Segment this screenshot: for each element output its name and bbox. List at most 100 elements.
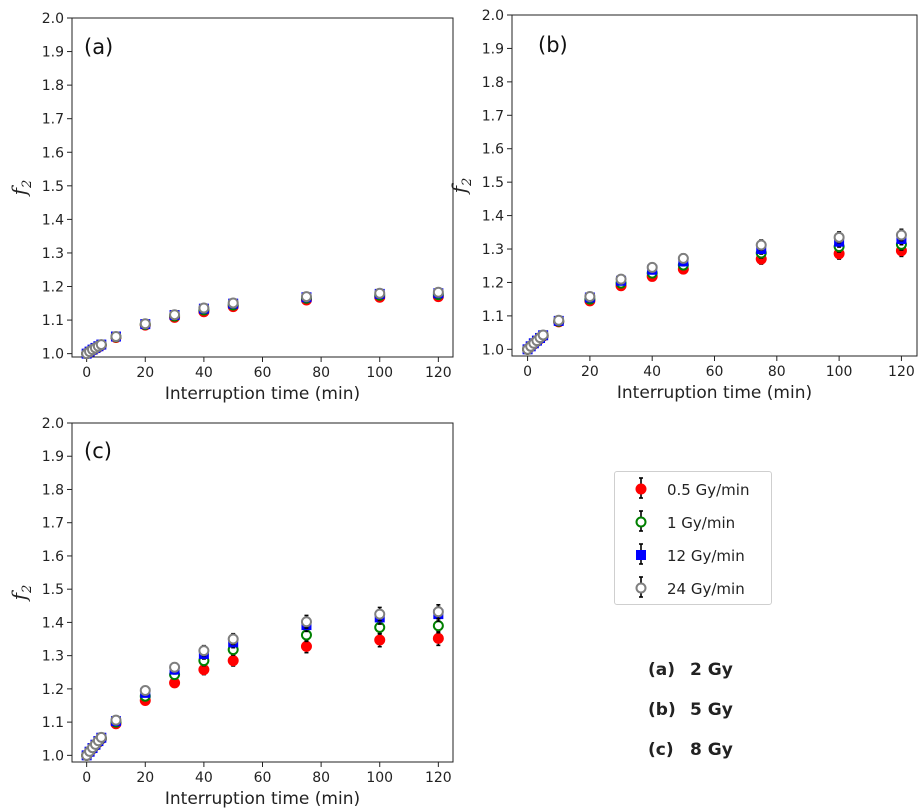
- x-tick-label: 80: [312, 770, 330, 786]
- y-tick-label: 1.5: [42, 582, 64, 598]
- y-tick-label: 1.1: [42, 715, 64, 731]
- x-tick-label: 120: [425, 365, 452, 381]
- plot-frame: [71, 17, 454, 358]
- y-tick-label: 1.3: [42, 649, 64, 665]
- data-point: [169, 661, 181, 673]
- data-point: [95, 731, 107, 743]
- chart-panel-a: 0 20 40 60 80 100 120 1.0 1.1 1.2 1.3 1.4 1.5 1.6 1.7 1…: [7, 11, 454, 404]
- legend-marker-shape: [636, 550, 646, 560]
- data-point: [110, 331, 122, 343]
- x-tick-label: 120: [425, 770, 452, 786]
- y-tick-label: 1.8: [42, 482, 64, 498]
- legend-item: 24 Gy/min: [615, 573, 771, 603]
- x-tick-label: 60: [254, 770, 272, 786]
- legend-marker-filled-circle-icon: [635, 477, 647, 499]
- data-point: [227, 655, 239, 667]
- dose-key-tag: (b): [648, 700, 676, 720]
- y-tick-label: 2.0: [42, 416, 64, 432]
- x-tick-label: 20: [581, 364, 599, 380]
- legend-label: 12 Gy/min: [667, 547, 745, 565]
- series-2: [81, 606, 444, 761]
- legend-label: 1 Gy/min: [667, 514, 736, 532]
- dose-key-tag: (a): [648, 660, 676, 680]
- y-tick-label: 1.3: [42, 246, 64, 262]
- dose-key-item: (c) 8 Gy: [648, 740, 733, 780]
- y-tick-label: 1.0: [42, 347, 64, 363]
- y-tick-label: 1.2: [42, 280, 64, 296]
- x-tick-label: 80: [312, 365, 330, 381]
- x-tick-label: 40: [643, 364, 661, 380]
- y-tick-label: 1.9: [42, 449, 64, 465]
- legend-marker-shape: [635, 516, 647, 528]
- data-point: [139, 685, 151, 697]
- y-tick-label: 1.6: [482, 142, 504, 158]
- panel-label: (b): [538, 33, 568, 57]
- x-axis-label: Interruption time (min): [617, 383, 812, 403]
- legend-item: 0.5 Gy/min: [615, 474, 771, 504]
- data-point: [584, 290, 596, 302]
- data-point: [432, 632, 444, 644]
- data-point: [615, 273, 627, 285]
- y-tick-label: 1.7: [482, 108, 504, 124]
- data-point: [432, 606, 444, 618]
- series-1: [522, 237, 907, 355]
- data-point: [300, 291, 312, 303]
- data-point: [833, 231, 845, 243]
- x-tick-label: 20: [136, 770, 154, 786]
- y-tick-label: 1.5: [482, 175, 504, 191]
- y-tick-label: 1.8: [482, 75, 504, 91]
- y-tick-label: 1.2: [482, 275, 504, 291]
- chart-panel-b: 0 20 40 60 80 100 120 1.0 1.1 1.2 1.3 1.4 1.5 1.6 1.7 1…: [447, 8, 918, 403]
- dose-key: (a) 2 Gy (b) 5 Gy (c) 8 Gy: [648, 660, 733, 780]
- series-3: [522, 228, 907, 355]
- chart-panel-c: 0 20 40 60 80 100 120 1.0 1.1 1.2 1.3 1.4 1.5 1.6 1.7 1…: [7, 416, 454, 809]
- series-1: [81, 289, 444, 360]
- legend-marker-open-circle-icon: [635, 576, 647, 598]
- data-point: [432, 286, 444, 298]
- dose-key-value: 5 Gy: [690, 700, 733, 720]
- data-point: [198, 645, 210, 657]
- data-point: [169, 309, 181, 321]
- y-tick-label: 1.0: [482, 342, 504, 358]
- series-0: [81, 630, 444, 761]
- series-3: [81, 603, 444, 761]
- dose-key-item: (b) 5 Gy: [648, 700, 733, 740]
- x-tick-label: 80: [768, 364, 786, 380]
- y-tick-label: 1.1: [482, 309, 504, 325]
- data-point: [646, 261, 658, 273]
- series-1: [81, 617, 444, 761]
- data-point: [374, 608, 386, 620]
- legend: 0.5 Gy/min 1 Gy/min 12 Gy/min 24 Gy/min: [614, 471, 772, 605]
- y-tick-label: 2.0: [482, 8, 504, 24]
- data-point: [227, 633, 239, 645]
- series-3: [81, 286, 444, 360]
- dose-key-tag: (c): [648, 740, 674, 760]
- data-point: [677, 252, 689, 264]
- y-tick-label: 1.1: [42, 313, 64, 329]
- x-tick-label: 60: [254, 365, 272, 381]
- series-0: [522, 244, 907, 355]
- x-tick-label: 100: [366, 365, 393, 381]
- x-tick-label: 0: [82, 770, 91, 786]
- data-point: [110, 714, 122, 726]
- data-point: [95, 339, 107, 351]
- data-point: [198, 664, 210, 676]
- x-axis-label: Interruption time (min): [165, 789, 360, 809]
- y-tick-label: 1.6: [42, 549, 64, 565]
- y-tick-label: 1.9: [482, 41, 504, 57]
- data-point: [300, 616, 312, 628]
- y-tick-label: 2.0: [42, 11, 64, 27]
- data-point: [374, 634, 386, 646]
- data-point: [198, 302, 210, 314]
- data-point: [755, 239, 767, 251]
- series-2: [522, 232, 907, 355]
- data-point: [227, 297, 239, 309]
- x-tick-label: 100: [366, 770, 393, 786]
- y-axis-label: f2: [7, 180, 35, 198]
- y-tick-label: 1.2: [42, 682, 64, 698]
- x-tick-label: 20: [136, 365, 154, 381]
- legend-item: 1 Gy/min: [615, 507, 771, 537]
- legend-item: 12 Gy/min: [615, 540, 771, 570]
- dose-key-value: 2 Gy: [690, 660, 733, 680]
- x-tick-label: 0: [82, 365, 91, 381]
